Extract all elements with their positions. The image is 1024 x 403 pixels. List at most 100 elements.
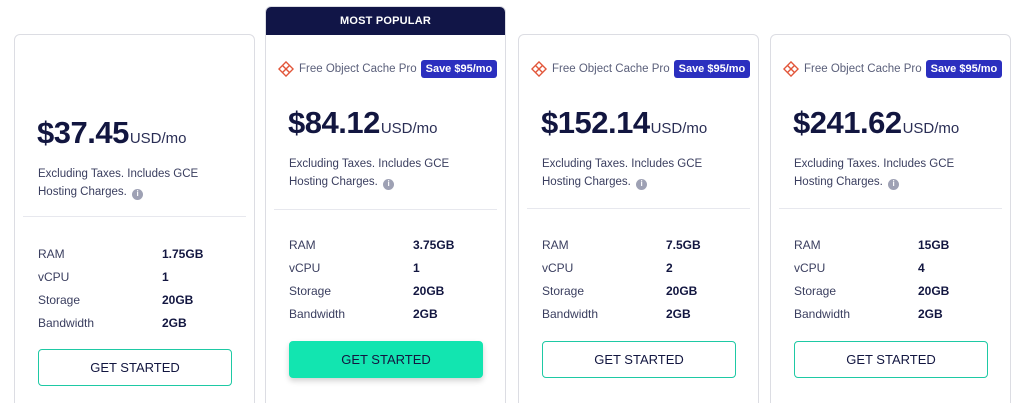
spec-value: 20GB xyxy=(666,283,698,298)
price-unit: USD/mo xyxy=(650,120,708,137)
plan-card: Free Object Cache Pro Save $95/mo $241.6… xyxy=(770,34,1011,403)
object-cache-icon xyxy=(531,60,547,77)
price-note-text: Excluding Taxes. Includes GCE Hosting Ch… xyxy=(542,158,703,188)
spec-row-bandwidth: Bandwidth 2GB xyxy=(38,311,238,334)
plan-card-popular: MOST POPULAR Free Object Cache Pro Save … xyxy=(265,6,506,403)
price-row: $84.12 USD/mo xyxy=(288,105,438,141)
spec-label: Storage xyxy=(38,292,81,307)
spec-value: 15GB xyxy=(918,237,950,252)
spec-row-bandwidth: Bandwidth 2GB xyxy=(289,302,489,325)
spec-value: 20GB xyxy=(918,283,950,298)
price-unit: USD/mo xyxy=(380,120,438,137)
object-cache-icon xyxy=(278,60,294,77)
spec-list: RAM 3.75GB vCPU 1 Storage 20GB Bandwidth 2GB xyxy=(289,233,489,325)
promo-row: Free Object Cache Pro Save $95/mo xyxy=(531,58,751,79)
spec-label: Storage xyxy=(542,283,585,298)
info-icon[interactable]: i xyxy=(132,188,144,200)
price-note: Excluding Taxes. Includes GCE Hosting Ch… xyxy=(38,165,228,201)
promo-text: Free Object Cache Pro xyxy=(299,62,417,75)
get-started-button[interactable]: GET STARTED xyxy=(38,349,232,386)
spec-row-ram: RAM 1.75GB xyxy=(38,242,238,265)
spec-row-vcpu: vCPU 2 xyxy=(542,256,742,279)
spec-label: Bandwidth xyxy=(38,315,95,330)
spec-row-ram: RAM 7.5GB xyxy=(542,233,742,256)
get-started-button[interactable]: GET STARTED xyxy=(794,341,988,378)
spec-row-vcpu: vCPU 1 xyxy=(289,256,489,279)
spec-list: RAM 7.5GB vCPU 2 Storage 20GB Bandwidth 2GB xyxy=(542,233,742,325)
promo-row: Free Object Cache Pro Save $95/mo xyxy=(278,58,498,79)
price-unit: USD/mo xyxy=(902,120,960,137)
spec-value: 20GB xyxy=(162,292,194,307)
price-row: $152.14 USD/mo xyxy=(541,105,707,141)
spec-list: RAM 1.75GB vCPU 1 Storage 20GB Bandwidth 2GB xyxy=(38,242,238,334)
price-row: $241.62 USD/mo xyxy=(793,105,959,141)
spec-label: Bandwidth xyxy=(542,306,599,321)
spec-label: Bandwidth xyxy=(289,306,346,321)
price-note-text: Excluding Taxes. Includes GCE Hosting Ch… xyxy=(38,168,199,198)
plan-price: $152.14 xyxy=(541,105,650,140)
divider xyxy=(23,216,246,217)
spec-row-storage: Storage 20GB xyxy=(542,279,742,302)
promo-row: Free Object Cache Pro Save $95/mo xyxy=(783,58,1003,79)
spec-label: RAM xyxy=(542,237,569,252)
spec-value: 1 xyxy=(162,269,169,284)
spec-row-bandwidth: Bandwidth 2GB xyxy=(794,302,994,325)
plan-price: $84.12 xyxy=(288,105,380,140)
spec-label: vCPU xyxy=(794,260,826,275)
spec-label: Bandwidth xyxy=(794,306,851,321)
price-note: Excluding Taxes. Includes GCE Hosting Ch… xyxy=(542,155,732,191)
plan-price: $37.45 xyxy=(37,115,129,150)
spec-label: vCPU xyxy=(542,260,574,275)
spec-row-storage: Storage 20GB xyxy=(794,279,994,302)
info-icon[interactable]: i xyxy=(636,178,648,190)
info-icon[interactable]: i xyxy=(888,178,900,190)
info-icon[interactable]: i xyxy=(383,178,395,190)
spec-list: RAM 15GB vCPU 4 Storage 20GB Bandwidth 2GB xyxy=(794,233,994,325)
spec-row-vcpu: vCPU 1 xyxy=(38,265,238,288)
price-unit: USD/mo xyxy=(129,130,187,147)
spec-label: vCPU xyxy=(38,269,70,284)
price-note-text: Excluding Taxes. Includes GCE Hosting Ch… xyxy=(794,158,955,188)
spec-row-bandwidth: Bandwidth 2GB xyxy=(542,302,742,325)
spec-row-storage: Storage 20GB xyxy=(289,279,489,302)
get-started-button[interactable]: GET STARTED xyxy=(542,341,736,378)
spec-label: Storage xyxy=(794,283,837,298)
spec-value: 20GB xyxy=(413,283,445,298)
price-note-text: Excluding Taxes. Includes GCE Hosting Ch… xyxy=(289,158,450,188)
divider xyxy=(779,208,1002,209)
save-badge: Save $95/mo xyxy=(925,59,1003,78)
save-badge: Save $95/mo xyxy=(420,59,498,78)
spec-value: 2GB xyxy=(666,306,691,321)
spec-value: 2 xyxy=(666,260,673,275)
get-started-button[interactable]: GET STARTED xyxy=(289,341,483,378)
divider xyxy=(527,208,750,209)
price-note: Excluding Taxes. Includes GCE Hosting Ch… xyxy=(794,155,984,191)
spec-row-ram: RAM 15GB xyxy=(794,233,994,256)
spec-label: vCPU xyxy=(289,260,321,275)
divider xyxy=(274,209,497,210)
spec-label: RAM xyxy=(38,246,65,261)
spec-value: 2GB xyxy=(413,306,438,321)
spec-value: 1.75GB xyxy=(162,246,204,261)
save-badge: Save $95/mo xyxy=(673,59,751,78)
spec-value: 1 xyxy=(413,260,420,275)
spec-row-storage: Storage 20GB xyxy=(38,288,238,311)
spec-row-ram: RAM 3.75GB xyxy=(289,233,489,256)
spec-row-vcpu: vCPU 4 xyxy=(794,256,994,279)
spec-label: Storage xyxy=(289,283,332,298)
price-note: Excluding Taxes. Includes GCE Hosting Ch… xyxy=(289,155,479,191)
spec-value: 3.75GB xyxy=(413,237,455,252)
object-cache-icon xyxy=(783,60,799,77)
promo-text: Free Object Cache Pro xyxy=(552,62,670,75)
spec-value: 4 xyxy=(918,260,925,275)
most-popular-ribbon: MOST POPULAR xyxy=(266,7,505,35)
promo-text: Free Object Cache Pro xyxy=(804,62,922,75)
spec-label: RAM xyxy=(289,237,316,252)
spec-value: 2GB xyxy=(162,315,187,330)
plan-card: $37.45 USD/mo Excluding Taxes. Includes … xyxy=(14,34,255,403)
plan-card: Free Object Cache Pro Save $95/mo $152.1… xyxy=(518,34,759,403)
plan-price: $241.62 xyxy=(793,105,902,140)
price-row: $37.45 USD/mo xyxy=(37,115,187,151)
spec-value: 7.5GB xyxy=(666,237,701,252)
spec-value: 2GB xyxy=(918,306,943,321)
